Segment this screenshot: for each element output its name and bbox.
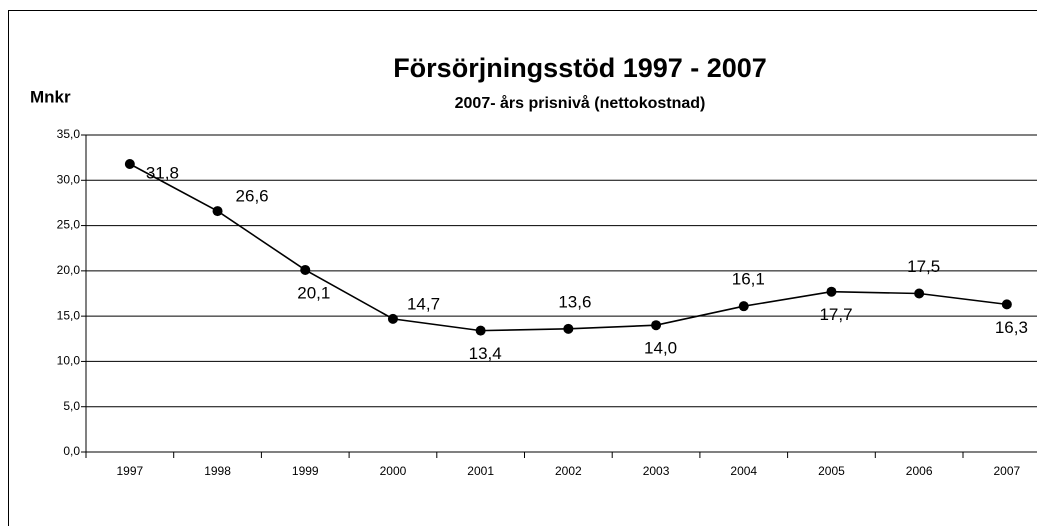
data-label: 14,0	[644, 339, 677, 358]
x-tick-label: 1998	[204, 464, 231, 478]
y-axis-label: Mnkr	[30, 87, 71, 106]
y-tick-label: 35,0	[57, 127, 81, 141]
data-point	[1001, 299, 1012, 310]
data-point	[826, 286, 837, 297]
data-point	[914, 288, 925, 299]
x-tick-label: 2003	[643, 464, 670, 478]
y-tick-label: 15,0	[57, 308, 81, 322]
x-tick-label: 2001	[467, 464, 494, 478]
data-point	[212, 206, 223, 217]
data-point	[563, 323, 574, 334]
y-tick-label: 30,0	[57, 172, 81, 186]
y-tick-label: 10,0	[57, 354, 81, 368]
data-label: 20,1	[297, 283, 330, 302]
x-tick-label: 2005	[818, 464, 845, 478]
data-label: 16,3	[995, 318, 1028, 337]
x-tick-label: 1997	[116, 464, 143, 478]
y-tick-label: 25,0	[57, 218, 81, 232]
data-label: 13,6	[558, 292, 591, 311]
data-label: 16,1	[732, 270, 765, 289]
data-label: 31,8	[146, 163, 179, 182]
y-tick-label: 0,0	[63, 444, 80, 458]
x-tick-label: 1999	[292, 464, 319, 478]
chart-border	[8, 10, 1037, 526]
data-label: 17,5	[907, 257, 940, 276]
data-point	[738, 301, 749, 312]
data-point	[300, 264, 311, 275]
data-point	[387, 313, 398, 324]
x-tick-label: 2000	[380, 464, 407, 478]
x-tick-label: 2004	[730, 464, 757, 478]
data-label: 17,7	[819, 305, 852, 324]
chart-subtitle: 2007- års prisnivå (nettokostnad)	[455, 94, 706, 112]
y-tick-label: 20,0	[57, 263, 81, 277]
x-tick-label: 2006	[906, 464, 933, 478]
data-label: 13,4	[469, 344, 502, 363]
data-point	[475, 325, 486, 336]
data-label: 26,6	[236, 187, 269, 206]
x-tick-label: 2002	[555, 464, 582, 478]
chart-title: Försörjningsstöd 1997 - 2007	[393, 53, 767, 83]
data-point	[651, 320, 662, 331]
data-point	[124, 158, 135, 169]
x-tick-label: 2007	[993, 464, 1020, 478]
data-label: 14,7	[407, 294, 440, 313]
y-tick-label: 5,0	[63, 399, 80, 413]
